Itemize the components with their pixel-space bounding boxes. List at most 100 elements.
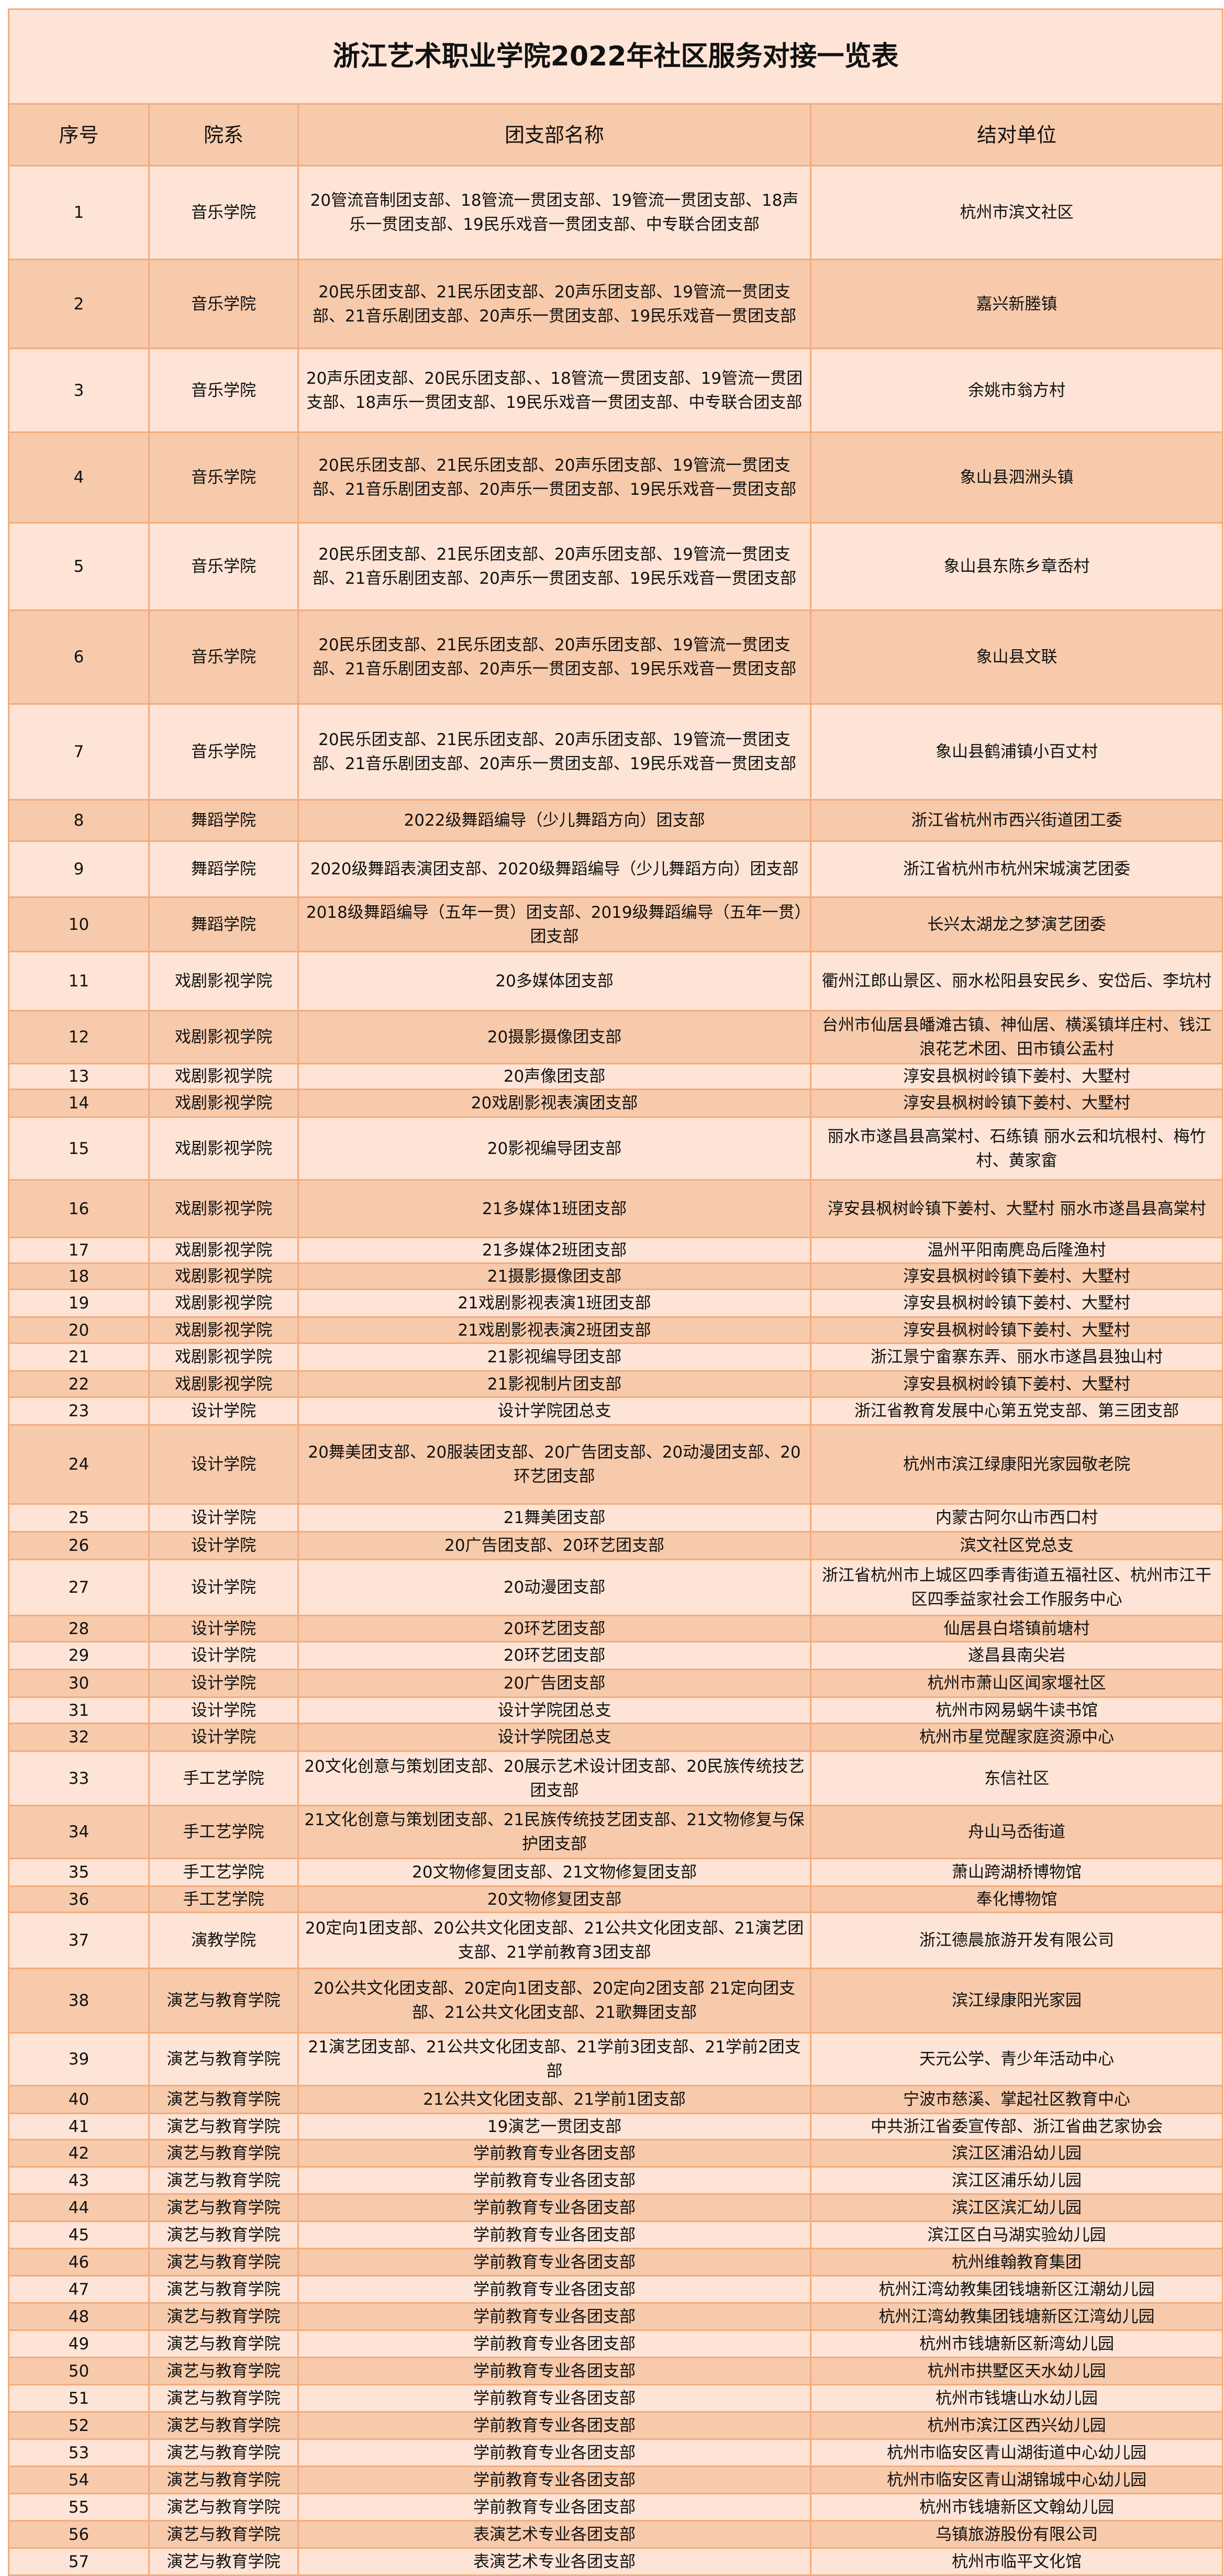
row-partner-unit: 滨文社区党总支 <box>809 1531 1224 1560</box>
row-branch-name: 20广告团支部、20环艺团支部 <box>297 1531 811 1560</box>
row-partner-unit: 杭州维翰教育集团 <box>809 2248 1224 2277</box>
row-index: 9 <box>8 840 150 898</box>
table-row: 39 演艺与教育学院 21演艺团支部、21公共文化团支部、21学前3团支部、21学前… <box>8 2032 1224 2086</box>
row-branch-name: 学前教育专业各团支部 <box>297 2329 811 2358</box>
row-branch-name: 20文物修复团支部 <box>297 1885 811 1913</box>
row-partner-unit: 浙江省杭州市杭州宋城演艺团委 <box>809 840 1224 898</box>
row-index: 55 <box>8 2493 150 2522</box>
row-branch-name: 21演艺团支部、21公共文化团支部、21学前3团支部、21学前2团支部 <box>297 2032 811 2086</box>
row-index: 3 <box>8 348 150 433</box>
row-partner-unit: 淳安县枫树岭镇下姜村、大墅村 <box>809 1089 1224 1118</box>
row-index: 39 <box>8 2032 150 2086</box>
table-row: 31 设计学院 设计学院团总支 杭州市网易蜗牛读书馆 <box>8 1696 1224 1724</box>
row-department: 演艺与教育学院 <box>148 2384 299 2413</box>
header-department: 院系 <box>148 103 299 166</box>
row-department: 演艺与教育学院 <box>148 2329 299 2358</box>
row-branch-name: 学前教育专业各团支部 <box>297 2193 811 2222</box>
row-index: 57 <box>8 2547 150 2576</box>
row-department: 演艺与教育学院 <box>148 2248 299 2277</box>
row-partner-unit: 淳安县枫树岭镇下姜村、大墅村 <box>809 1316 1224 1344</box>
table-row: 24 设计学院 20舞美团支部、20服装团支部、20广告团支部、20动漫团支部、20… <box>8 1424 1224 1505</box>
row-branch-name: 20民乐团支部、21民乐团支部、20声乐团支部、19管流一贯团支部、21音乐剧团… <box>297 703 811 801</box>
row-index: 50 <box>8 2357 150 2385</box>
row-branch-name: 2022级舞蹈编导（少儿舞蹈方向）团支部 <box>297 799 811 842</box>
row-partner-unit: 中共浙江省委宣传部、浙江省曲艺家协会 <box>809 2113 1224 2140</box>
row-index: 38 <box>8 1968 150 2034</box>
table-row: 38 演艺与教育学院 20公共文化团支部、20定向1团支部、20定向2团支部 21定… <box>8 1968 1224 2034</box>
row-department: 演艺与教育学院 <box>148 2032 299 2086</box>
table-row: 25 设计学院 21舞美团支部 内蒙古阿尔山市西口村 <box>8 1503 1224 1533</box>
row-department: 演艺与教育学院 <box>148 2466 299 2494</box>
row-partner-unit: 杭州市萧山区闻家堰社区 <box>809 1669 1224 1698</box>
row-index: 51 <box>8 2384 150 2413</box>
row-index: 43 <box>8 2166 150 2195</box>
row-department: 设计学院 <box>148 1424 299 1505</box>
row-department: 手工艺学院 <box>148 1885 299 1913</box>
table-row: 21 戏剧影视学院 21影视编导团支部 浙江景宁畲寨东弄、丽水市遂昌县独山村 <box>8 1342 1224 1372</box>
row-partner-unit: 内蒙古阿尔山市西口村 <box>809 1503 1224 1533</box>
row-branch-name: 20环艺团支部 <box>297 1641 811 1670</box>
table-row: 37 演教学院 20定向1团支部、20公共文化团支部、21公共文化团支部、21演艺团… <box>8 1912 1224 1969</box>
row-branch-name: 20声乐团支部、20民乐团支部、、18管流一贯团支部、19管流一贯团支部、18声… <box>297 348 811 433</box>
row-partner-unit: 象山县文联 <box>809 609 1224 705</box>
table-row: 55 演艺与教育学院 学前教育专业各团支部 杭州市钱塘新区文翰幼儿园 <box>8 2493 1224 2522</box>
row-branch-name: 学前教育专业各团支部 <box>297 2302 811 2331</box>
row-index: 22 <box>8 1370 150 1398</box>
row-branch-name: 学前教育专业各团支部 <box>297 2220 811 2249</box>
row-branch-name: 20多媒体团支部 <box>297 951 811 1012</box>
row-partner-unit: 杭州市网易蜗牛读书馆 <box>809 1696 1224 1724</box>
row-partner-unit: 杭州市滨江区西兴幼儿园 <box>809 2411 1224 2440</box>
row-partner-unit: 杭州市钱塘新区文翰幼儿园 <box>809 2493 1224 2522</box>
row-partner-unit: 乌镇旅游股份有限公司 <box>809 2520 1224 2549</box>
row-index: 53 <box>8 2438 150 2467</box>
row-department: 手工艺学院 <box>148 1805 299 1859</box>
row-index: 48 <box>8 2302 150 2331</box>
row-branch-name: 学前教育专业各团支部 <box>297 2357 811 2385</box>
table-row: 23 设计学院 设计学院团总支 浙江省教育发展中心第五党支部、第三团支部 <box>8 1396 1224 1426</box>
row-partner-unit: 杭州市星觉醒家庭资源中心 <box>809 1723 1224 1752</box>
row-department: 音乐学院 <box>148 348 299 433</box>
row-department: 演艺与教育学院 <box>148 2438 299 2467</box>
row-index: 12 <box>8 1010 150 1064</box>
header-partner-unit: 结对单位 <box>809 103 1224 166</box>
row-index: 5 <box>8 522 150 611</box>
row-index: 35 <box>8 1858 150 1887</box>
row-partner-unit: 东信社区 <box>809 1750 1224 1806</box>
row-partner-unit: 宁波市慈溪、掌起社区教育中心 <box>809 2085 1224 2114</box>
table-row: 22 戏剧影视学院 21影视制片团支部 淳安县枫树岭镇下姜村、大墅村 <box>8 1370 1224 1398</box>
row-branch-name: 20公共文化团支部、20定向1团支部、20定向2团支部 21定向团支部、21公共… <box>297 1968 811 2034</box>
table-row: 11 戏剧影视学院 20多媒体团支部 衢州江郎山景区、丽水松阳县安民乡、安岱后、李坑村 <box>8 951 1224 1012</box>
row-partner-unit: 滨江区白马湖实验幼儿园 <box>809 2220 1224 2249</box>
row-department: 戏剧影视学院 <box>148 1237 299 1264</box>
row-department: 演艺与教育学院 <box>148 2193 299 2222</box>
table-row: 17 戏剧影视学院 21多媒体2班团支部 温州平阳南麂岛后隆渔村 <box>8 1237 1224 1264</box>
table-row: 6 音乐学院 20民乐团支部、21民乐团支部、20声乐团支部、19管流一贯团支部、2… <box>8 609 1224 705</box>
table-row: 33 手工艺学院 20文化创意与策划团支部、20展示艺术设计团支部、20民族传统技艺… <box>8 1750 1224 1806</box>
row-index: 13 <box>8 1063 150 1090</box>
table-row: 7 音乐学院 20民乐团支部、21民乐团支部、20声乐团支部、19管流一贯团支部、2… <box>8 703 1224 801</box>
row-branch-name: 学前教育专业各团支部 <box>297 2166 811 2195</box>
row-partner-unit: 长兴太湖龙之梦演艺团委 <box>809 896 1224 952</box>
row-department: 演艺与教育学院 <box>148 2547 299 2576</box>
row-department: 戏剧影视学院 <box>148 1289 299 1318</box>
row-department: 戏剧影视学院 <box>148 1010 299 1064</box>
table-row: 12 戏剧影视学院 20摄影摄像团支部 台州市仙居县皤滩古镇、神仙居、横溪镇垟庄村、钱… <box>8 1010 1224 1064</box>
row-index: 30 <box>8 1669 150 1698</box>
community-service-table: 浙江艺术职业学院2022年社区服务对接一览表 序号 院系 团支部名称 结对单位 … <box>7 8 1224 2576</box>
row-partner-unit: 滨江区浦沿幼儿园 <box>809 2139 1224 2168</box>
table-row: 52 演艺与教育学院 学前教育专业各团支部 杭州市滨江区西兴幼儿园 <box>8 2411 1224 2440</box>
table-row: 16 戏剧影视学院 21多媒体1班团支部 淳安县枫树岭镇下姜村、大墅村 丽水市遂昌县高… <box>8 1179 1224 1238</box>
row-partner-unit: 杭州市临安区青山湖锦城中心幼儿园 <box>809 2466 1224 2494</box>
row-department: 音乐学院 <box>148 609 299 705</box>
row-branch-name: 学前教育专业各团支部 <box>297 2248 811 2277</box>
table-row: 50 演艺与教育学院 学前教育专业各团支部 杭州市拱墅区天水幼儿园 <box>8 2357 1224 2385</box>
row-department: 音乐学院 <box>148 431 299 524</box>
row-branch-name: 学前教育专业各团支部 <box>297 2139 811 2168</box>
row-index: 31 <box>8 1696 150 1724</box>
row-partner-unit: 浙江德晨旅游开发有限公司 <box>809 1912 1224 1969</box>
row-branch-name: 20民乐团支部、21民乐团支部、20声乐团支部、19管流一贯团支部、21音乐剧团… <box>297 259 811 349</box>
row-branch-name: 21公共文化团支部、21学前1团支部 <box>297 2085 811 2114</box>
table-row: 53 演艺与教育学院 学前教育专业各团支部 杭州市临安区青山湖街道中心幼儿园 <box>8 2438 1224 2467</box>
row-index: 40 <box>8 2085 150 2114</box>
table-row: 46 演艺与教育学院 学前教育专业各团支部 杭州维翰教育集团 <box>8 2248 1224 2277</box>
